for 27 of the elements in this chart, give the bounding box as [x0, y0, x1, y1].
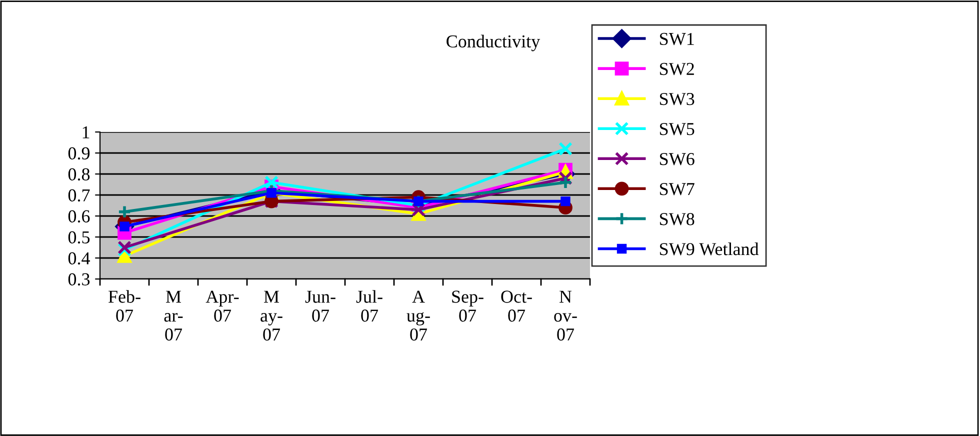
legend-label: SW7	[660, 183, 694, 196]
y-tick-label: 1	[82, 126, 90, 138]
legend-label: SW8	[660, 213, 694, 226]
legend-label: SW1	[660, 32, 694, 46]
x-tick-label: Feb-07	[108, 290, 140, 322]
y-tick-label: 0.8	[68, 168, 90, 181]
y-tick-label: 0.5	[68, 231, 90, 244]
x-tick-label: Oct-07	[501, 290, 532, 322]
x-tick-label: Sep-07	[452, 290, 484, 322]
legend-label: SW5	[660, 122, 694, 136]
y-tick-label: 0.3	[68, 273, 90, 286]
x-tick-label: Apr-07	[206, 290, 239, 322]
legend-label: SW2	[660, 62, 694, 76]
y-tick-label: 0.9	[68, 147, 90, 160]
x-tick-label: Jul-07	[356, 290, 382, 322]
y-tick-label: 0.4	[68, 252, 90, 265]
y-tick-label: 0.7	[68, 189, 90, 202]
x-tick-label: Mar-07	[164, 290, 183, 341]
chart-title: Conductivity	[446, 34, 540, 52]
x-tick-label: Nov-07	[554, 290, 577, 341]
legend-label: SW3	[660, 92, 694, 106]
x-tick-label: May-07	[260, 290, 282, 341]
legend-label: SW9 Wetland	[660, 242, 759, 256]
y-tick-label: 0.6	[68, 210, 90, 223]
x-tick-label: Jun-07	[305, 290, 336, 322]
legend-label: SW6	[660, 153, 694, 166]
x-tick-label: Aug-07	[406, 290, 430, 341]
